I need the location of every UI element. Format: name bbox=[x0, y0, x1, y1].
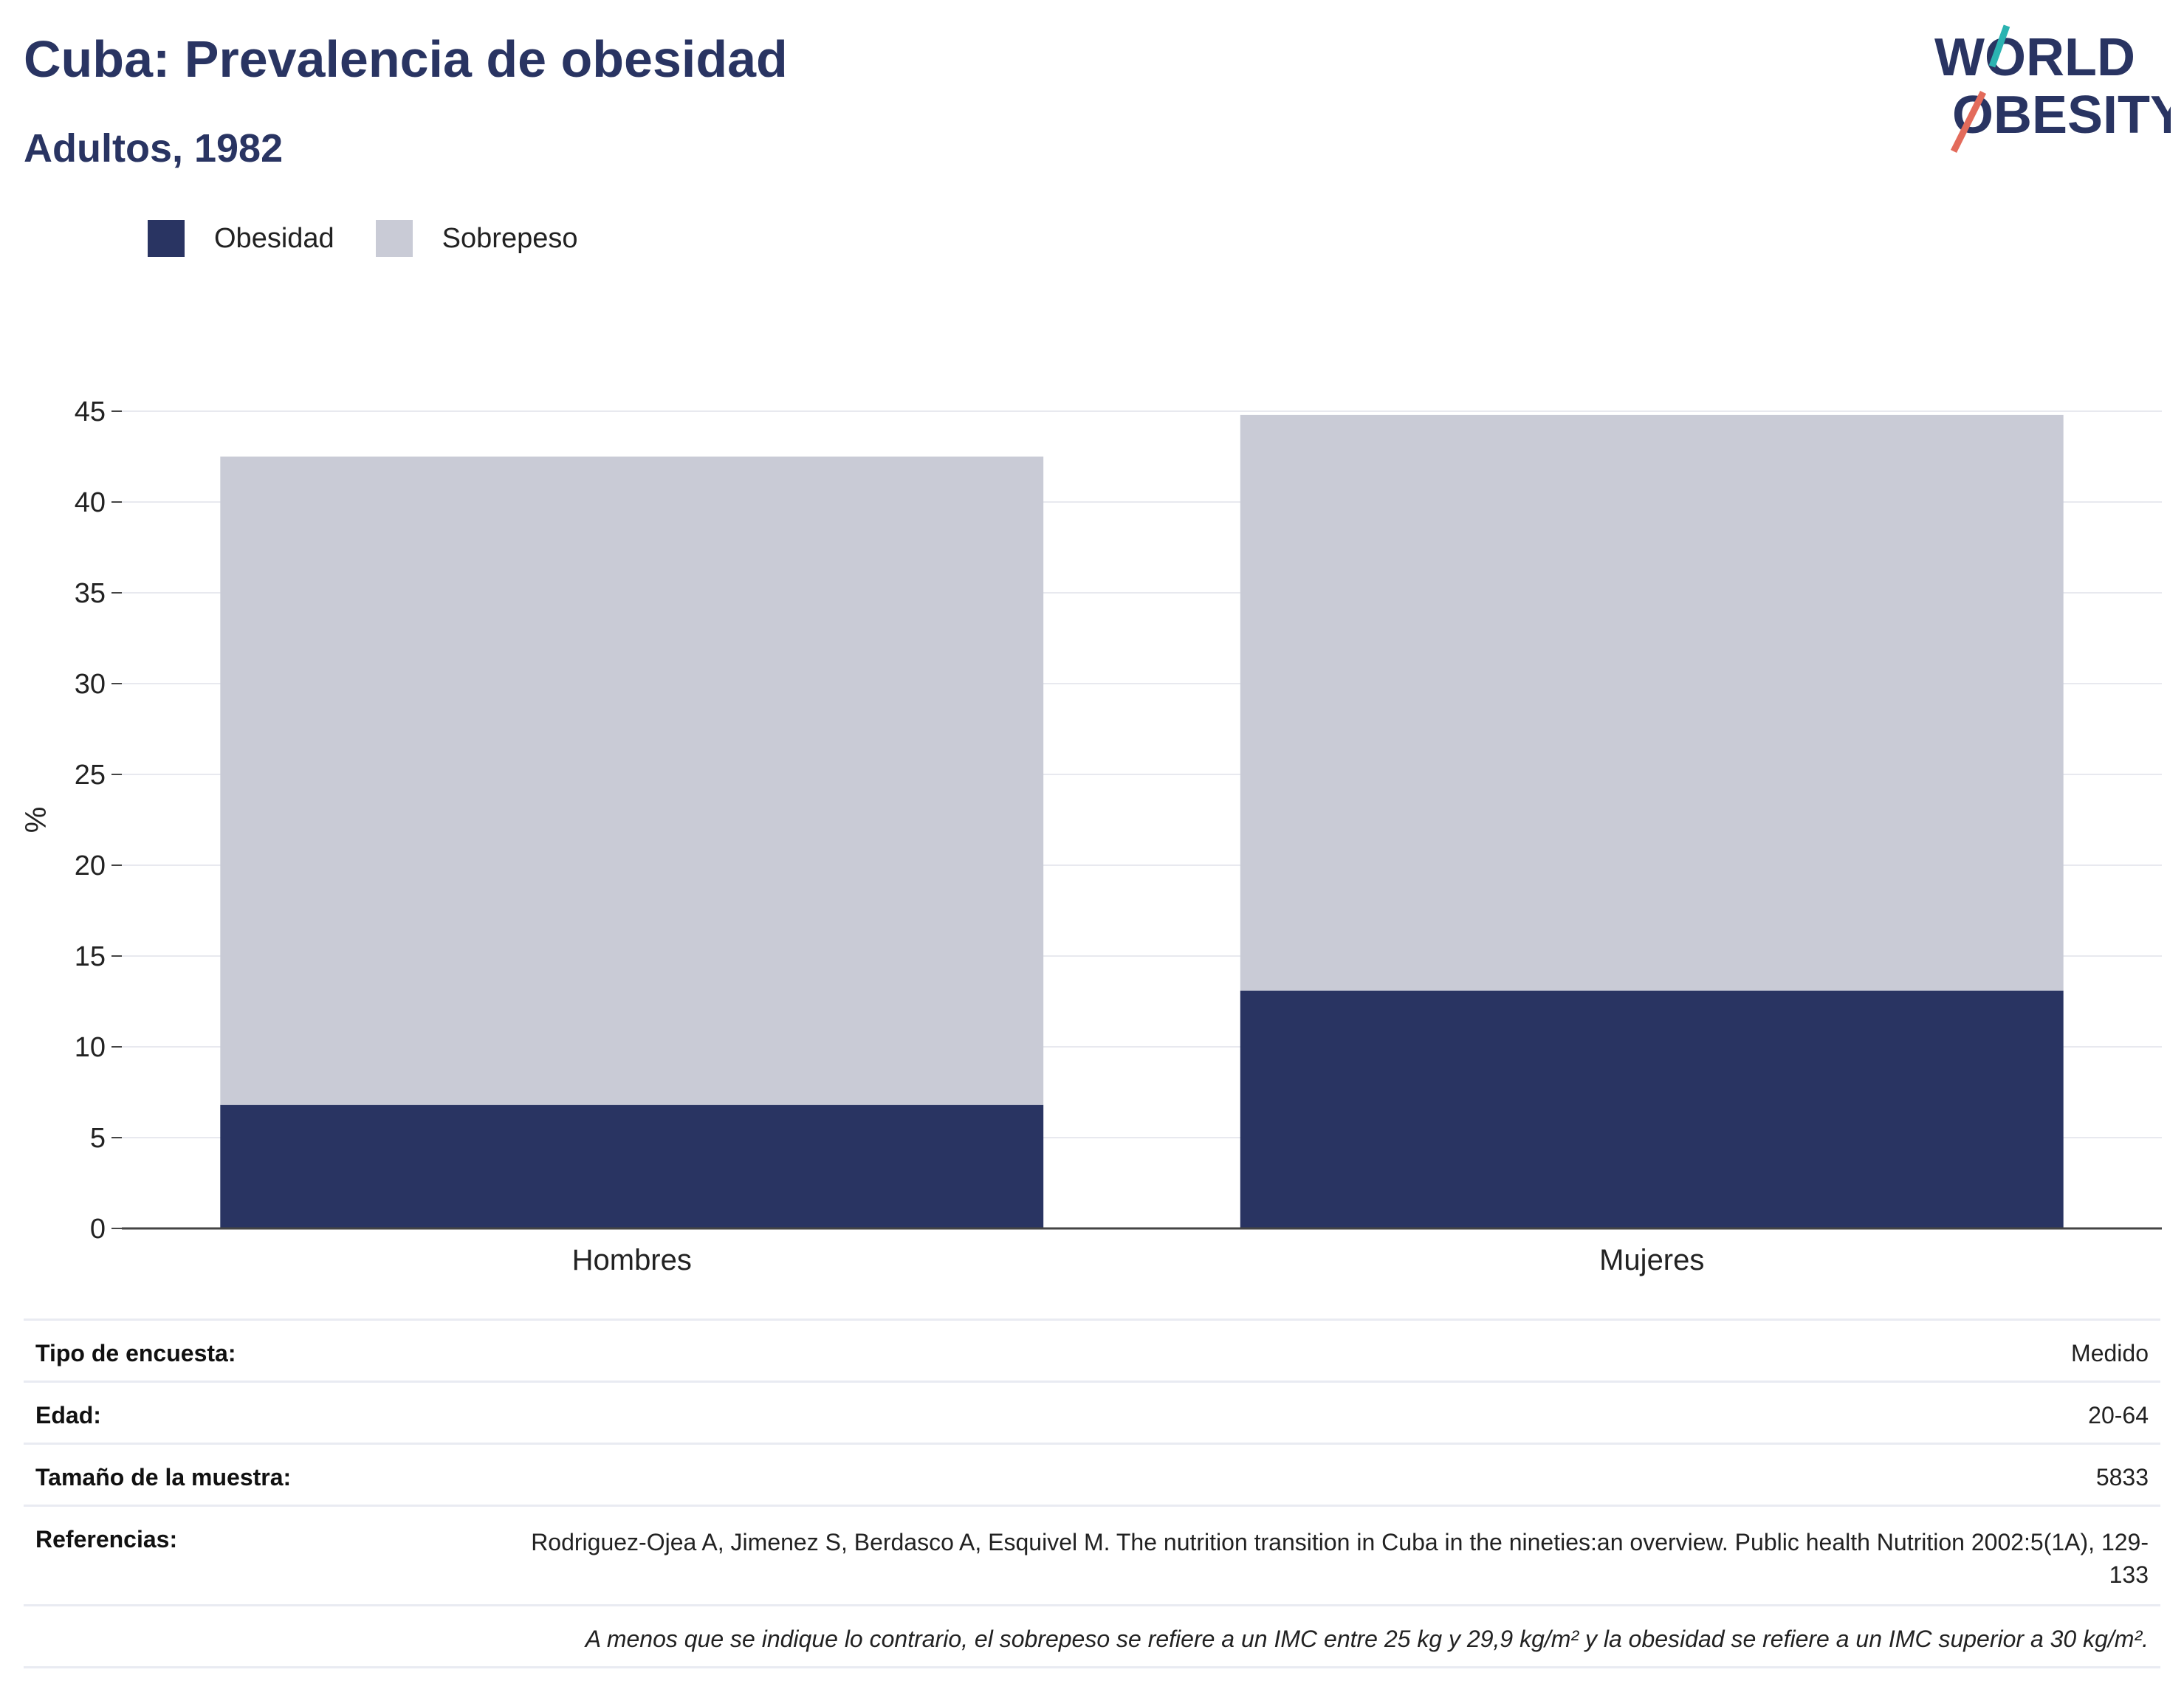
info-row-references: Referencias: Rodriguez-Ojea A, Jimenez S… bbox=[24, 1505, 2160, 1604]
x-tick-label: Hombres bbox=[572, 1244, 692, 1276]
logo-slash-top bbox=[1988, 24, 2010, 68]
info-label: Referencias: bbox=[35, 1526, 178, 1553]
bar-obesidad-hombres bbox=[220, 1104, 1044, 1228]
info-value: 5833 bbox=[2095, 1464, 2149, 1491]
x-axis-ticks: Hombres Mujeres bbox=[572, 1244, 1705, 1276]
x-tick-label: Mujeres bbox=[1599, 1244, 1704, 1276]
legend-swatch-obesidad bbox=[148, 220, 185, 257]
legend-label-obesidad: Obesidad bbox=[214, 222, 334, 254]
info-label: Edad: bbox=[35, 1402, 101, 1428]
legend-label-sobrepeso: Sobrepeso bbox=[442, 222, 578, 254]
info-value-reference: Rodriguez-Ojea A, Jimenez S, Berdasco A,… bbox=[531, 1529, 2149, 1588]
chart-legend: Obesidad Sobrepeso bbox=[148, 220, 619, 257]
world-obesity-logo: WORLD OBESITY bbox=[1934, 24, 2171, 154]
footnote-row: A menos que se indique lo contrario, el … bbox=[24, 1604, 2160, 1668]
logo-line2: OBESITY bbox=[1952, 86, 2171, 145]
y-tick-label: 0 bbox=[90, 1214, 106, 1245]
info-value: 20-64 bbox=[2088, 1402, 2149, 1428]
y-tick-label: 40 bbox=[75, 487, 106, 518]
info-label: Tamaño de la muestra: bbox=[35, 1464, 292, 1491]
legend-item-obesidad[interactable]: Obesidad bbox=[148, 220, 334, 257]
info-row-sample-size: Tamaño de la muestra: 5833 bbox=[24, 1443, 2160, 1505]
y-tick-label: 25 bbox=[75, 760, 106, 791]
info-row-survey-type: Tipo de encuesta: Medido bbox=[24, 1318, 2160, 1381]
logo-line1: WORLD bbox=[1934, 28, 2135, 87]
y-axis-ticks: 0 5 10 15 20 25 30 35 40 45 bbox=[75, 396, 122, 1245]
y-tick-label: 10 bbox=[75, 1032, 106, 1063]
logo-slash-bottom bbox=[1950, 90, 1987, 154]
bars bbox=[220, 414, 2064, 1228]
info-row-age: Edad: 20-64 bbox=[24, 1381, 2160, 1443]
y-tick-label: 35 bbox=[75, 578, 106, 609]
info-value: Medido bbox=[2071, 1340, 2149, 1366]
y-tick-label: 20 bbox=[75, 850, 106, 881]
legend-swatch-sobrepeso bbox=[375, 220, 413, 257]
y-tick-label: 45 bbox=[75, 396, 106, 427]
page-title: Cuba: Prevalencia de obesidad bbox=[24, 30, 788, 88]
y-tick-label: 15 bbox=[75, 941, 106, 972]
survey-info-table: Tipo de encuesta: Medido Edad: 20-64 Tam… bbox=[24, 1318, 2160, 1668]
bar-sobrepeso-hombres bbox=[220, 456, 1044, 1105]
y-tick-label: 5 bbox=[90, 1123, 106, 1154]
bar-sobrepeso-mujeres bbox=[1240, 414, 2064, 991]
bar-obesidad-mujeres bbox=[1240, 990, 2064, 1228]
stacked-bar-chart: 0 5 10 15 20 25 30 35 40 45 Hombres Mujeres % bbox=[20, 396, 2162, 1276]
y-axis-label: % bbox=[20, 807, 52, 833]
page-subtitle: Adultos, 1982 bbox=[24, 126, 284, 171]
legend-item-sobrepeso[interactable]: Sobrepeso bbox=[375, 220, 578, 257]
info-label: Tipo de encuesta: bbox=[35, 1340, 236, 1366]
footnote: A menos que se indique lo contrario, el … bbox=[585, 1626, 2149, 1652]
y-tick-label: 30 bbox=[75, 669, 106, 700]
